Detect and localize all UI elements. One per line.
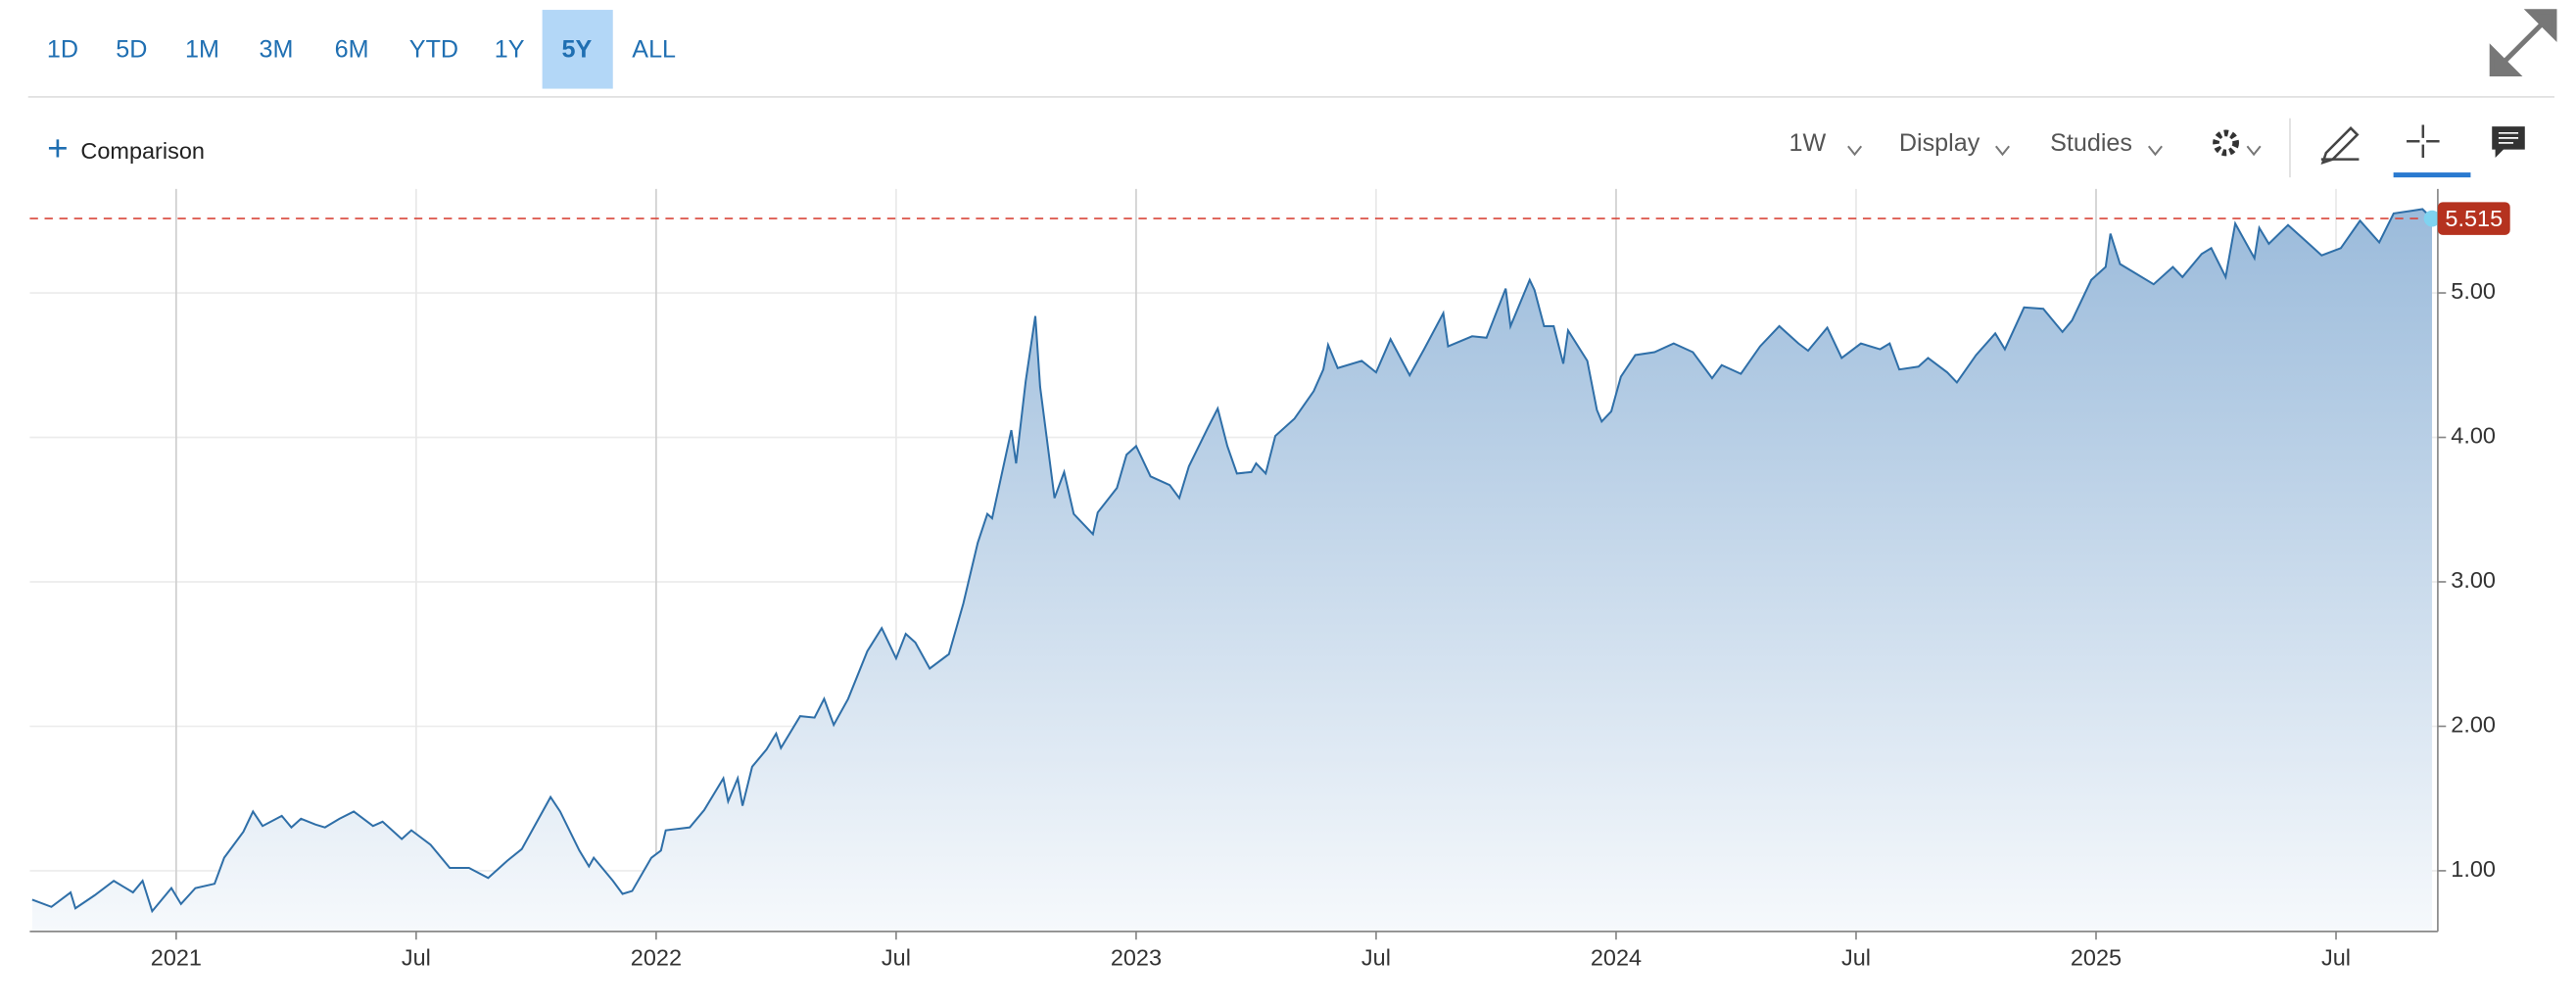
plus-icon[interactable]: + [47, 128, 69, 168]
range-button[interactable]: YTD [409, 36, 458, 64]
display-button[interactable]: Display [1899, 129, 1980, 157]
studies-button[interactable]: Studies [2050, 129, 2132, 157]
y-tick-label: 1.00 [2451, 856, 2496, 882]
draw-icon[interactable] [2320, 126, 2360, 166]
y-tick-label: 2.00 [2451, 712, 2496, 738]
x-tick-label: Jul [882, 945, 911, 971]
range-button[interactable]: 1Y [495, 36, 525, 64]
last-price-badge [2437, 202, 2510, 235]
price-line [31, 208, 2433, 914]
x-tick-label: Jul [1841, 945, 1871, 971]
last-price-label: 5.515 [2445, 206, 2503, 231]
selected-range-bg [542, 10, 613, 89]
plot [29, 208, 2441, 932]
x-tick-label: 2024 [1591, 945, 1642, 971]
last-point [2423, 210, 2441, 227]
active-tool-underline [2393, 172, 2471, 178]
y-tick-label: 5.00 [2451, 278, 2496, 304]
range-button[interactable]: 6M [335, 36, 369, 64]
range-button[interactable]: ALL [632, 36, 676, 64]
crosshair-icon[interactable] [2407, 124, 2440, 158]
comment-icon[interactable] [2492, 126, 2525, 158]
x-tick-label: 2022 [631, 945, 682, 971]
x-tick-label: Jul [2321, 945, 2351, 971]
y-tick-label: 3.00 [2451, 567, 2496, 593]
x-tick-label: Jul [402, 945, 431, 971]
x-tick-label: 2021 [151, 945, 202, 971]
comparison-button[interactable]: Comparison [80, 138, 205, 164]
x-tick-label: 2023 [1111, 945, 1162, 971]
x-tick-label: Jul [1361, 945, 1391, 971]
range-button[interactable]: 5D [116, 36, 147, 64]
settings-icon[interactable] [2213, 129, 2239, 157]
interval-button[interactable]: 1W [1789, 129, 1826, 157]
chevrons [1847, 145, 2262, 157]
range-button[interactable]: 5Y [561, 36, 592, 64]
area-fill [31, 209, 2433, 932]
range-button[interactable]: 3M [260, 36, 294, 64]
x-tick-label: 2025 [2071, 945, 2122, 971]
range-button[interactable]: 1D [47, 36, 78, 64]
range-button[interactable]: 1M [185, 36, 219, 64]
expand-icon[interactable] [2489, 9, 2557, 76]
y-tick-label: 4.00 [2451, 423, 2496, 449]
